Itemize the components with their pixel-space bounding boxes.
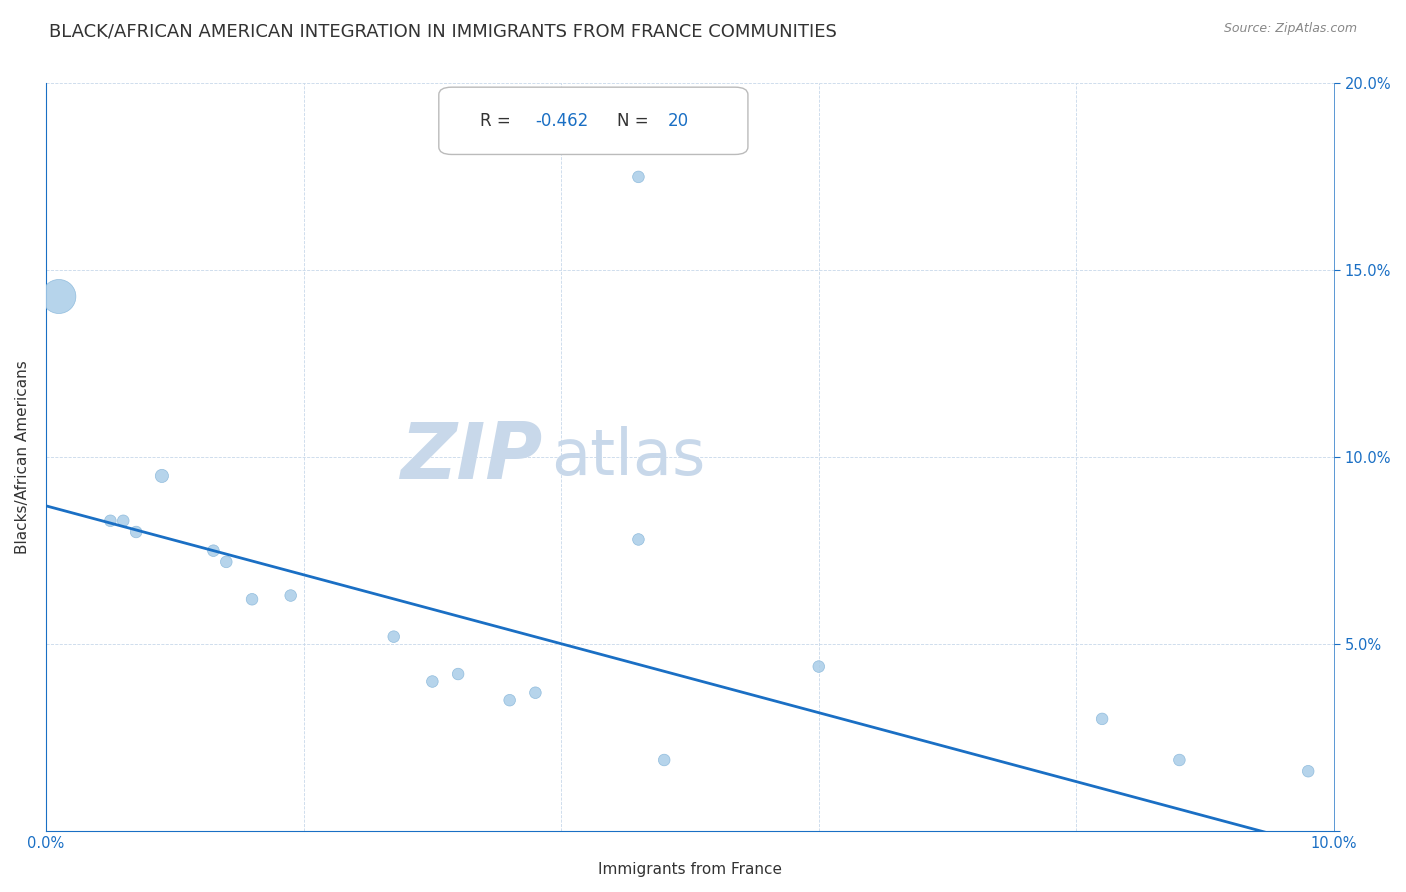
- Point: [652, 753, 675, 767]
- Point: [150, 469, 173, 483]
- Text: atlas: atlas: [551, 426, 706, 488]
- Point: [1091, 712, 1114, 726]
- Point: [807, 659, 830, 673]
- Point: [202, 543, 225, 558]
- Point: [280, 589, 302, 603]
- Text: N =: N =: [617, 112, 654, 130]
- Point: [48, 289, 70, 303]
- Point: [498, 693, 520, 707]
- Point: [627, 533, 650, 547]
- Point: [240, 592, 263, 607]
- Point: [382, 630, 405, 644]
- Point: [112, 514, 135, 528]
- Point: [627, 169, 650, 184]
- Text: Source: ZipAtlas.com: Source: ZipAtlas.com: [1223, 22, 1357, 36]
- Text: ZIP: ZIP: [399, 419, 541, 495]
- Point: [447, 667, 470, 681]
- Point: [215, 555, 238, 569]
- Point: [125, 524, 148, 539]
- Point: [1296, 764, 1319, 779]
- Y-axis label: Blacks/African Americans: Blacks/African Americans: [15, 360, 30, 554]
- Text: -0.462: -0.462: [536, 112, 589, 130]
- Text: 20: 20: [668, 112, 689, 130]
- Point: [100, 514, 122, 528]
- Point: [524, 686, 547, 700]
- FancyBboxPatch shape: [439, 87, 748, 154]
- Point: [422, 674, 444, 689]
- Text: BLACK/AFRICAN AMERICAN INTEGRATION IN IMMIGRANTS FROM FRANCE COMMUNITIES: BLACK/AFRICAN AMERICAN INTEGRATION IN IM…: [49, 22, 837, 40]
- Point: [1168, 753, 1191, 767]
- X-axis label: Immigrants from France: Immigrants from France: [598, 862, 782, 877]
- Text: R =: R =: [479, 112, 516, 130]
